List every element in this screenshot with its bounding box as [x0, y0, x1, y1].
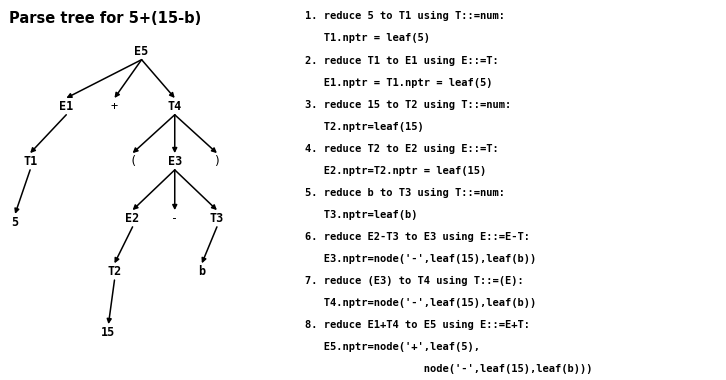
Text: T4.nptr=node('-',leaf(15),leaf(b)): T4.nptr=node('-',leaf(15),leaf(b))	[305, 298, 537, 308]
Text: E5.nptr=node('+',leaf(5),: E5.nptr=node('+',leaf(5),	[305, 342, 480, 352]
Text: E3: E3	[168, 155, 182, 168]
Text: ): )	[213, 155, 221, 168]
Text: 5. reduce b to T3 using T::=num:: 5. reduce b to T3 using T::=num:	[305, 188, 505, 198]
Text: T4: T4	[168, 100, 182, 113]
Text: T2.nptr=leaf(15): T2.nptr=leaf(15)	[305, 122, 424, 131]
Text: E1.nptr = T1.nptr = leaf(5): E1.nptr = T1.nptr = leaf(5)	[305, 78, 492, 87]
Text: E2.nptr=T2.nptr = leaf(15): E2.nptr=T2.nptr = leaf(15)	[305, 166, 486, 176]
Text: 4. reduce T2 to E2 using E::=T:: 4. reduce T2 to E2 using E::=T:	[305, 144, 499, 154]
Text: 3. reduce 15 to T2 using T::=num:: 3. reduce 15 to T2 using T::=num:	[305, 100, 511, 109]
Text: (: (	[129, 155, 136, 168]
Text: node('-',leaf(15),leaf(b))): node('-',leaf(15),leaf(b)))	[305, 364, 592, 374]
Text: E1: E1	[59, 100, 73, 113]
Text: T1.nptr = leaf(5): T1.nptr = leaf(5)	[305, 33, 430, 43]
Text: T2: T2	[107, 265, 122, 278]
Text: T3.nptr=leaf(b): T3.nptr=leaf(b)	[305, 210, 417, 220]
Text: 5: 5	[12, 216, 19, 229]
Text: -: -	[171, 212, 179, 225]
Text: 6. reduce E2-T3 to E3 using E::=E-T:: 6. reduce E2-T3 to E3 using E::=E-T:	[305, 232, 530, 242]
Text: 7. reduce (E3) to T4 using T::=(E):: 7. reduce (E3) to T4 using T::=(E):	[305, 276, 523, 286]
Text: E3.nptr=node('-',leaf(15),leaf(b)): E3.nptr=node('-',leaf(15),leaf(b))	[305, 254, 537, 264]
Text: E5: E5	[134, 45, 149, 58]
Text: Parse tree for 5+(15-b): Parse tree for 5+(15-b)	[9, 11, 202, 26]
Text: T1: T1	[23, 155, 37, 168]
Text: 15: 15	[102, 326, 115, 339]
Text: 1. reduce 5 to T1 using T::=num:: 1. reduce 5 to T1 using T::=num:	[305, 11, 505, 21]
Text: 2. reduce T1 to E1 using E::=T:: 2. reduce T1 to E1 using E::=T:	[305, 55, 499, 65]
Text: E2: E2	[126, 212, 139, 225]
Text: b: b	[198, 265, 205, 278]
Text: T3: T3	[210, 212, 224, 225]
Text: +: +	[111, 100, 118, 113]
Text: 8. reduce E1+T4 to E5 using E::=E+T:: 8. reduce E1+T4 to E5 using E::=E+T:	[305, 320, 530, 330]
